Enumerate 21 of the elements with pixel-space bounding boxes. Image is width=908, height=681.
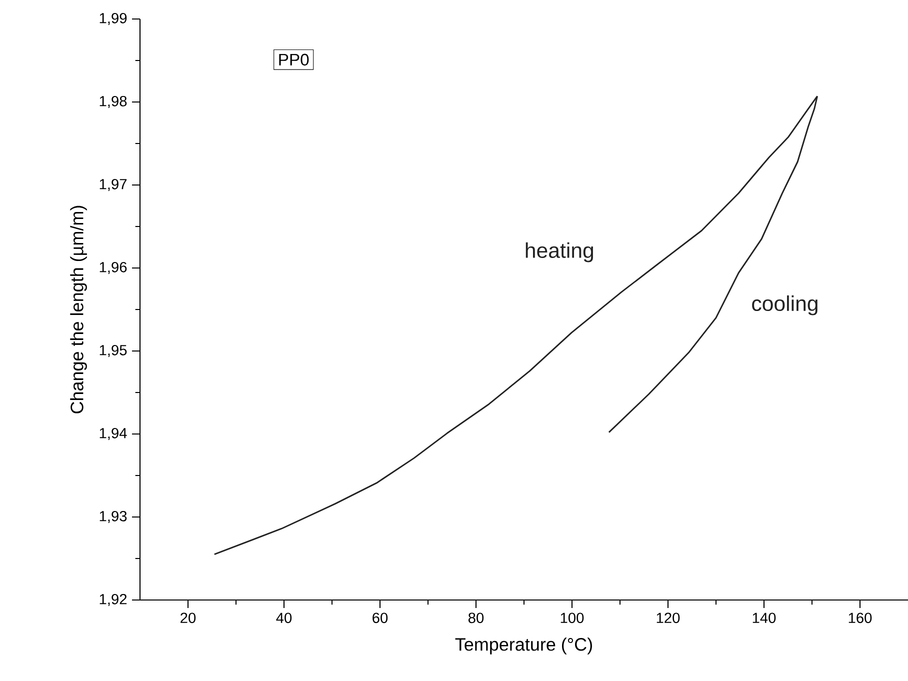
x-tick-label: 20 bbox=[180, 612, 196, 624]
x-tick-label: 160 bbox=[848, 612, 872, 624]
series-label: heating bbox=[526, 242, 594, 262]
x-tick-label: 40 bbox=[276, 612, 292, 624]
x-tick-label: 140 bbox=[752, 612, 776, 624]
y-axis-title: Change the length (µm/m) bbox=[70, 206, 87, 414]
x-tick-label: 80 bbox=[468, 612, 484, 624]
y-tick-label: 1,98 bbox=[100, 96, 127, 108]
x-axis-title: Temperature (°C) bbox=[455, 638, 592, 654]
y-tick-label: 1,94 bbox=[100, 428, 127, 440]
y-tick-label: 1,97 bbox=[100, 178, 127, 192]
x-tick-label: 60 bbox=[372, 612, 388, 624]
y-tick-label: 1,99 bbox=[100, 12, 127, 26]
y-tick-label: 1,96 bbox=[100, 262, 127, 274]
y-tick-label: 1,95 bbox=[100, 344, 127, 358]
x-tick-label: 120 bbox=[656, 612, 680, 624]
x-tick-label: 100 bbox=[560, 612, 584, 624]
y-tick-label: 1,93 bbox=[100, 510, 127, 524]
annotation: PP0 bbox=[279, 54, 309, 66]
series-label: cooling bbox=[752, 295, 818, 316]
y-tick-label: 1,92 bbox=[100, 594, 127, 606]
